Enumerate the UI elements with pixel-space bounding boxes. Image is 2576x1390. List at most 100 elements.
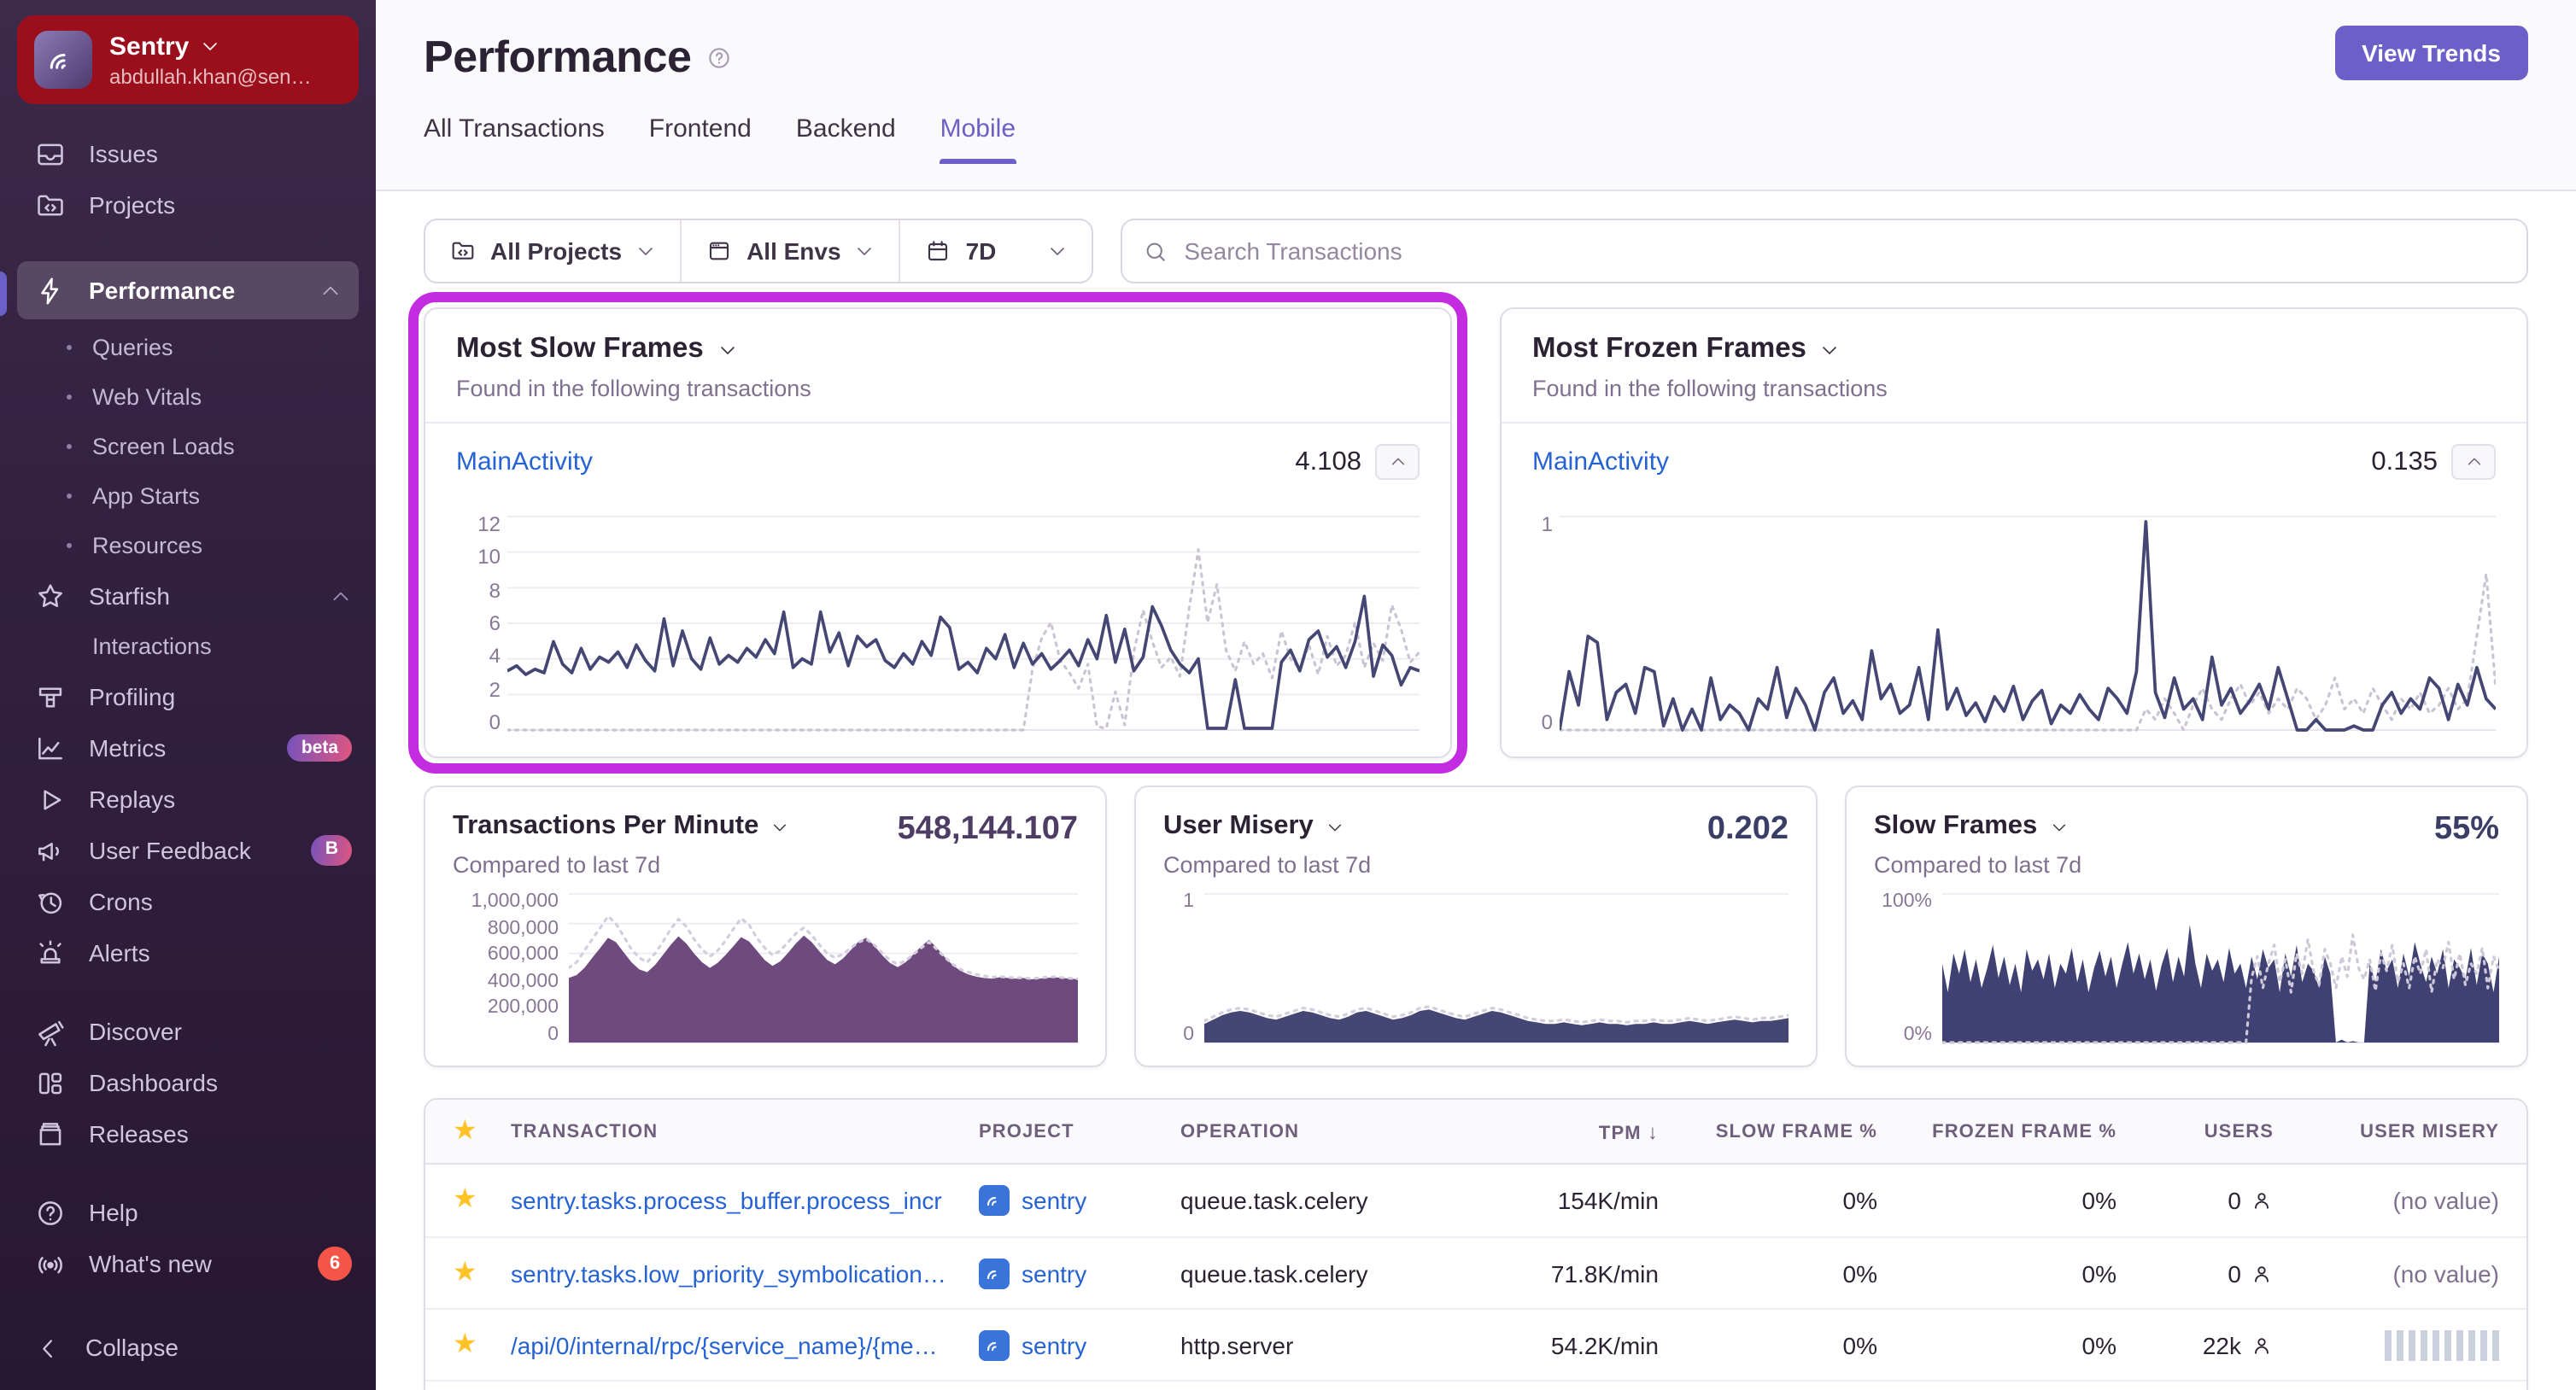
environment-filter[interactable]: All Envs <box>680 220 899 282</box>
project-filter[interactable]: All Projects <box>425 220 680 282</box>
sidebar-item-interactions[interactable]: Interactions <box>0 622 376 671</box>
date-range-filter[interactable]: 7D <box>899 220 1092 282</box>
active-item-accent <box>0 272 7 316</box>
column-header-user-misery[interactable]: USER MISERY <box>2360 1121 2499 1142</box>
sidebar-item-crons[interactable]: Crons <box>0 876 376 927</box>
org-switcher[interactable]: Sentry abdullah.khan@sen… <box>17 15 359 104</box>
sidebar-item-screen-loads[interactable]: Screen Loads <box>0 422 376 471</box>
slow-frames-title-dropdown[interactable]: Slow Frames <box>1874 811 2081 842</box>
column-header-project[interactable]: PROJECT <box>979 1121 1074 1142</box>
sidebar-item-label: Queries <box>92 335 173 360</box>
tpm-title-dropdown[interactable]: Transactions Per Minute <box>453 811 789 842</box>
transaction-link[interactable]: sentry.tasks.low_priority_symbolication… <box>511 1259 946 1287</box>
transaction-link[interactable]: MainActivity <box>456 447 594 476</box>
grid-icon <box>38 1072 62 1094</box>
column-header-slow-frame[interactable]: SLOW FRAME % <box>1715 1121 1877 1142</box>
sidebar-item-label: User Feedback <box>89 837 251 864</box>
sidebar-item-web-vitals[interactable]: Web Vitals <box>0 372 376 422</box>
collapse-chart-button[interactable] <box>2451 444 2496 480</box>
search-icon <box>1147 242 1166 260</box>
user-misery-cell: (no value) <box>2392 1259 2499 1287</box>
transaction-link[interactable]: sentry.tasks.process_buffer.process_incr <box>511 1187 942 1214</box>
sidebar: Sentry abdullah.khan@sen… Issues Project… <box>0 0 376 1390</box>
sidebar-item-issues[interactable]: Issues <box>0 128 376 179</box>
sidebar-item-replays[interactable]: Replays <box>0 774 376 825</box>
project-link[interactable]: sentry <box>979 1185 1180 1216</box>
tab-all-transactions[interactable]: All Transactions <box>424 114 605 143</box>
chevron-down-icon <box>1051 248 1065 255</box>
sidebar-item-whats-new[interactable]: What's new 6 <box>0 1238 376 1289</box>
sidebar-item-projects[interactable]: Projects <box>0 179 376 231</box>
operation-cell: queue.task.celery <box>1180 1187 1368 1214</box>
sidebar-item-resources[interactable]: Resources <box>0 521 376 570</box>
most-frozen-frames-chart <box>1560 516 2496 732</box>
whats-new-count-badge: 6 <box>318 1247 352 1281</box>
column-header-frozen-frame[interactable]: FROZEN FRAME % <box>1932 1121 2116 1142</box>
card-subtitle: Found in the following transactions <box>456 376 811 401</box>
chevron-down-icon <box>774 823 787 831</box>
sidebar-item-label: Web Vitals <box>92 384 202 410</box>
sidebar-item-label: What's new <box>89 1250 212 1277</box>
tpm-cell: 54.2K/min <box>1550 1331 1659 1358</box>
sidebar-item-releases[interactable]: Releases <box>0 1108 376 1159</box>
content-area: All Projects All Envs 7D <box>376 191 2576 1390</box>
metric-value: 55% <box>2433 811 2499 847</box>
tab-mobile[interactable]: Mobile <box>940 114 1016 164</box>
table-row: ★ sentry.tasks.process_buffer.process_in… <box>425 1165 2526 1236</box>
chevron-up-icon <box>2467 458 2480 465</box>
user-icon <box>2255 1265 2269 1282</box>
sidebar-item-discover[interactable]: Discover <box>0 1006 376 1057</box>
column-header-tpm[interactable]: TPM ↓ <box>1598 1119 1659 1143</box>
project-filter-label: All Projects <box>490 237 623 265</box>
most-frozen-frames-title-dropdown[interactable]: Most Frozen Frames <box>1532 333 2496 365</box>
column-header-users[interactable]: USERS <box>2204 1121 2274 1142</box>
favorite-star-icon[interactable]: ★ <box>453 1258 477 1287</box>
sidebar-item-app-starts[interactable]: App Starts <box>0 471 376 521</box>
collapse-chart-button[interactable] <box>1375 444 1420 480</box>
favorite-star-icon[interactable]: ★ <box>453 1329 477 1358</box>
chevron-up-icon <box>323 285 338 295</box>
chevron-down-icon <box>720 346 735 353</box>
sidebar-item-label: Discover <box>89 1018 182 1045</box>
tab-frontend[interactable]: Frontend <box>648 114 752 143</box>
view-trends-button[interactable]: View Trends <box>2334 26 2528 80</box>
tpm-card: Transactions Per Minute Compared to last… <box>424 786 1107 1067</box>
sidebar-item-profiling[interactable]: Profiling <box>0 671 376 722</box>
sidebar-item-metrics[interactable]: Metrics beta <box>0 722 376 774</box>
user-misery-title-dropdown[interactable]: User Misery <box>1163 811 1371 842</box>
sidebar-item-label: Crons <box>89 888 153 915</box>
sidebar-item-alerts[interactable]: Alerts <box>0 927 376 978</box>
sidebar-item-user-feedback[interactable]: User Feedback B <box>0 825 376 876</box>
metric-value: 548,144.107 <box>897 811 1078 847</box>
projects-icon <box>452 242 474 260</box>
sidebar-item-queries[interactable]: Queries <box>0 323 376 372</box>
transaction-link[interactable]: /api/0/internal/rpc/{service_name}/{me… <box>511 1331 938 1358</box>
question-circle-icon[interactable] <box>705 44 733 71</box>
siren-icon <box>39 939 61 963</box>
search-input[interactable] <box>1184 237 2506 265</box>
operation-cell: http.server <box>1180 1331 1294 1358</box>
sidebar-item-dashboards[interactable]: Dashboards <box>0 1057 376 1108</box>
project-link[interactable]: sentry <box>979 1329 1180 1360</box>
column-header-transaction[interactable]: TRANSACTION <box>511 1121 659 1142</box>
sidebar-collapse-button[interactable]: Collapse <box>0 1322 376 1373</box>
tab-backend[interactable]: Backend <box>795 114 896 143</box>
slow-frame-cell: 0% <box>1842 1187 1877 1214</box>
sidebar-item-label: Starfish <box>89 582 170 610</box>
projects-icon <box>38 194 63 215</box>
sentry-project-icon <box>979 1185 1010 1216</box>
project-link[interactable]: sentry <box>979 1258 1180 1288</box>
favorite-star-icon[interactable]: ★ <box>453 1185 477 1214</box>
user-icon <box>2255 1337 2269 1353</box>
sidebar-item-help[interactable]: Help <box>0 1187 376 1238</box>
transaction-link[interactable]: MainActivity <box>1532 447 1670 476</box>
user-misery-cell: (no value) <box>2392 1187 2499 1214</box>
sentry-project-icon <box>979 1329 1010 1360</box>
sidebar-item-label: Releases <box>89 1120 189 1148</box>
sidebar-item-starfish[interactable]: Starfish <box>0 570 376 622</box>
main-content: Performance All Transactions Frontend Ba… <box>376 0 2576 1390</box>
column-header-operation[interactable]: OPERATION <box>1180 1121 1300 1142</box>
most-slow-frames-title-dropdown[interactable]: Most Slow Frames <box>456 333 1420 365</box>
sidebar-item-performance[interactable]: Performance <box>17 261 359 319</box>
